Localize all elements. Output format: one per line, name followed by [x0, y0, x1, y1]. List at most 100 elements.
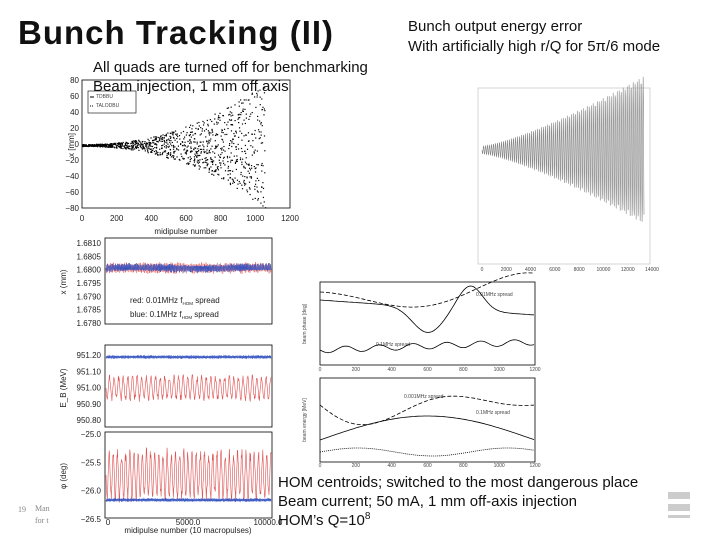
scatter-dot — [120, 142, 123, 144]
scatter-dot — [109, 145, 111, 147]
y-tick-label: 80 — [70, 76, 79, 85]
scatter-dot — [126, 144, 128, 146]
scatter-dot — [190, 141, 192, 143]
scatter-dot — [109, 144, 111, 146]
scatter-dot — [176, 134, 178, 136]
scatter-dot — [135, 142, 137, 145]
scatter-dot — [166, 153, 168, 155]
scatter-dot — [212, 134, 214, 136]
scatter-dot — [207, 152, 209, 154]
scatter-dot — [176, 141, 178, 143]
scatter-dot — [170, 153, 172, 155]
x-tick-label: 10000 — [596, 267, 610, 273]
scatter-dot — [241, 150, 243, 153]
scatter-dot — [197, 128, 199, 131]
scatter-dot — [228, 114, 230, 116]
scatter-dot — [261, 162, 263, 165]
scatter-dot — [227, 165, 230, 168]
scatter-dot — [249, 115, 251, 118]
scatter-dot — [105, 143, 107, 145]
scatter-dot — [233, 132, 235, 135]
scatter-dot — [258, 179, 260, 182]
scatter-dot — [208, 168, 211, 170]
scatter-dot — [118, 145, 120, 147]
x-tick-label: 6000 — [549, 267, 560, 273]
y-tick-label: 1.6785 — [77, 306, 102, 315]
scatter-dot — [184, 152, 186, 154]
scatter-dot — [261, 142, 264, 144]
scatter-dot — [231, 159, 234, 161]
scatter-dot — [215, 147, 217, 149]
scatter-dot — [263, 201, 265, 203]
scatter-dot — [240, 114, 242, 116]
scatter-dot — [226, 133, 228, 136]
scatter-dot — [131, 147, 134, 149]
scatter-dot — [155, 139, 157, 141]
scatter-dot — [236, 187, 238, 189]
scatter-dot — [127, 146, 129, 148]
scatter-dot — [194, 164, 196, 166]
scatter-dot — [115, 142, 117, 144]
scatter-dot — [130, 143, 132, 145]
scatter-dot — [255, 167, 257, 169]
scatter-dot — [134, 144, 136, 146]
scatter-dot — [221, 131, 223, 133]
scatter-dot — [249, 193, 251, 196]
y-tick-label: −40 — [65, 172, 79, 181]
scatter-dot — [239, 130, 241, 132]
scatter-dot — [249, 103, 251, 105]
scatter-dot — [220, 147, 222, 150]
scatter-dot — [219, 156, 222, 159]
scatter-dot — [203, 148, 205, 150]
scatter-dot — [240, 112, 242, 114]
scatter-dot — [263, 135, 266, 137]
scatter-dot — [230, 106, 232, 108]
y-tick-label: 0 — [75, 140, 80, 149]
scatter-dot — [203, 122, 205, 124]
scatter-dot — [174, 150, 176, 152]
scatter-dot — [186, 132, 188, 134]
y-tick-label: 950.80 — [77, 416, 102, 425]
scatter-dot — [108, 145, 110, 147]
scatter-dot — [189, 150, 192, 152]
scatter-dot — [155, 137, 157, 139]
scatter-dot — [214, 147, 216, 150]
scatter-dot — [260, 191, 262, 193]
scatter-dot — [188, 135, 191, 137]
scatter-dot — [138, 139, 140, 141]
scatter-dot — [115, 146, 117, 148]
scatter-dot — [245, 183, 247, 185]
scatter-dot — [164, 135, 166, 137]
scatter-dot — [215, 164, 217, 166]
scatter-dot — [222, 157, 225, 159]
scatter-dot — [161, 138, 163, 140]
scatter-dot — [111, 143, 113, 145]
scatter-dot — [149, 142, 151, 144]
scatter-dot — [222, 162, 225, 165]
scatter-dot — [167, 132, 169, 134]
scatter-dot — [232, 138, 234, 140]
scatter-dot — [147, 150, 149, 152]
scatter-dot — [117, 146, 119, 148]
scatter-dot — [191, 128, 193, 130]
y-tick-label: 1.6805 — [77, 252, 102, 261]
scatter-dot — [162, 144, 164, 146]
scatter-dot — [195, 147, 197, 149]
scatter-dot — [139, 141, 141, 143]
scatter-dot — [97, 145, 100, 147]
scatter-dot — [121, 143, 123, 145]
scatter-dot — [221, 149, 223, 151]
scatter-dot — [166, 142, 168, 144]
scatter-dot — [191, 131, 193, 133]
scatter-dot — [216, 123, 218, 125]
scatter-dot — [109, 143, 112, 145]
scatter-dot — [96, 143, 98, 146]
scatter-dot — [219, 164, 222, 166]
scatter-dot — [133, 140, 135, 142]
scatter-dot — [198, 121, 200, 124]
scatter-dot — [155, 136, 158, 138]
scatter-dot — [257, 198, 260, 200]
scatter-dot — [198, 150, 200, 152]
scatter-dot — [106, 144, 108, 146]
scatter-dot — [241, 110, 244, 112]
